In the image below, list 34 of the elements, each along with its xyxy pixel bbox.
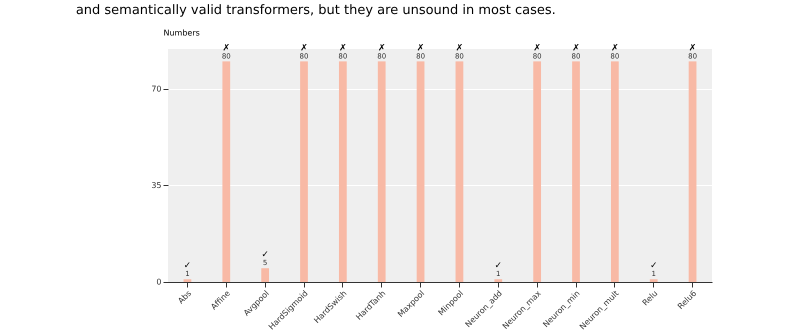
x-tick-label: Abs <box>176 288 194 306</box>
y-tick-label: 35 <box>151 180 162 190</box>
annotation: ✗ <box>533 43 541 54</box>
annotation: ✗ <box>688 43 696 54</box>
annotation: ✗ <box>456 43 464 54</box>
bar <box>650 279 658 282</box>
bar <box>456 61 464 282</box>
bar <box>222 61 230 282</box>
annotation: ✗ <box>222 43 230 54</box>
annotation: ✓ <box>494 261 502 272</box>
bar <box>300 61 308 282</box>
annotation: ✓ <box>650 261 658 272</box>
annotation: ✗ <box>339 43 347 54</box>
annotation: ✗ <box>572 43 580 54</box>
bar <box>533 61 542 282</box>
y-axis-title: Numbers <box>164 28 200 38</box>
annotation: ✗ <box>300 43 308 54</box>
annotation: ✓ <box>184 261 192 272</box>
y-tick-label: 0 <box>156 278 162 286</box>
bar <box>338 61 347 282</box>
chart-title: and semantically valid transformers, but they are unsound in most cases. <box>76 3 556 18</box>
bar <box>494 279 502 282</box>
bar <box>572 61 580 282</box>
annotation: ✗ <box>378 43 386 54</box>
y-tick-label: 70 <box>151 84 162 94</box>
annotation: ✗ <box>611 43 619 54</box>
bar <box>261 268 270 282</box>
bar <box>610 61 619 282</box>
bar <box>416 61 424 282</box>
bar <box>378 61 386 282</box>
bar <box>688 61 696 282</box>
annotation: ✓ <box>261 250 269 260</box>
bar <box>184 279 192 282</box>
annotation: ✗ <box>416 43 424 54</box>
